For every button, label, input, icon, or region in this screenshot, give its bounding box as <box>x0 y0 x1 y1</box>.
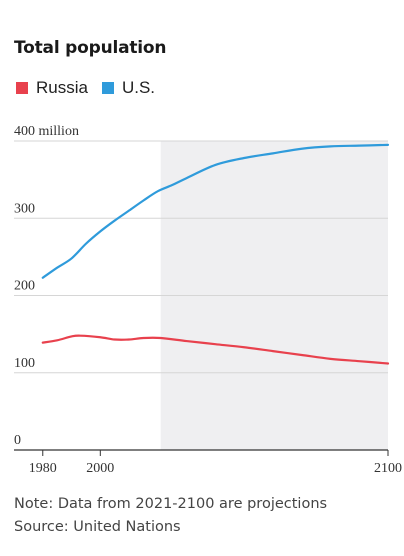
legend-item-us: U.S. <box>101 78 156 98</box>
x-tick-label-1980: 1980 <box>29 461 57 476</box>
source-note: Source: United Nations <box>14 519 181 535</box>
legend-label-russia: Russia <box>36 78 88 97</box>
y-tick-label-200: 200 <box>14 279 35 294</box>
y-tick-label-300: 300 <box>14 201 35 216</box>
chart-title: Total population <box>14 38 167 58</box>
line-chart: 400 million 300 200 100 0 1980 2000 2100 <box>14 124 402 476</box>
projection-note: Note: Data from 2021-2100 are projection… <box>14 496 328 512</box>
y-tick-label-400: 400 million <box>14 124 79 139</box>
series-line-russia <box>41 334 390 365</box>
y-tick-label-100: 100 <box>14 356 35 371</box>
legend-swatch-russia <box>16 82 28 94</box>
legend-label-us: U.S. <box>121 78 156 97</box>
legend-swatch-us <box>101 82 114 94</box>
x-tick-label-2100: 2100 <box>374 461 402 476</box>
chart-legend: Russia U.S. <box>16 78 169 98</box>
series-line-u-s <box>41 143 390 279</box>
y-tick-label-0: 0 <box>14 433 21 448</box>
x-tick-label-2000: 2000 <box>86 461 114 476</box>
legend-item-russia: Russia <box>16 78 88 98</box>
